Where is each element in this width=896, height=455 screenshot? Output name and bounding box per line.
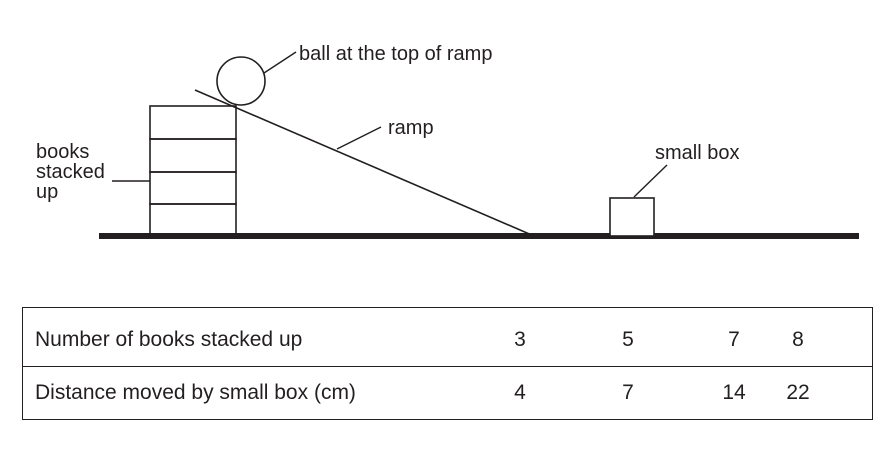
books-label-line3: up bbox=[36, 181, 58, 203]
table-cell: 8 bbox=[769, 307, 873, 367]
ramp-label: ramp bbox=[388, 117, 434, 139]
table-cell: 4 bbox=[514, 381, 526, 404]
table-cell: 3 bbox=[483, 307, 557, 367]
book-stack bbox=[149, 105, 237, 237]
row-label: Number of books stacked up bbox=[22, 307, 483, 367]
ramp-line bbox=[194, 89, 535, 237]
ball-label: ball at the top of ramp bbox=[299, 43, 492, 65]
results-table: Number of books stacked up 3 5 7 8 Dista… bbox=[22, 307, 873, 420]
ramp-leader-line bbox=[336, 126, 382, 150]
book bbox=[149, 171, 237, 205]
box-leader-line bbox=[633, 164, 668, 198]
table-cell: 14 bbox=[722, 381, 746, 404]
books-label-line2: stacked bbox=[36, 161, 105, 183]
book bbox=[149, 105, 237, 140]
ball bbox=[216, 56, 266, 106]
ramp-experiment-diagram: ball at the top of ramp ramp books stack… bbox=[36, 43, 859, 239]
table-cell: 22 bbox=[786, 381, 810, 404]
table-cell: 7 bbox=[699, 307, 769, 367]
book bbox=[149, 138, 237, 173]
table-row: Number of books stacked up 3 5 7 8 bbox=[22, 307, 873, 367]
small-box-label: small box bbox=[655, 142, 739, 164]
table-row: Distance moved by small box (cm) 4 7 14 … bbox=[23, 367, 873, 420]
books-label-line1: books bbox=[36, 141, 89, 163]
table-cell: 7 bbox=[622, 381, 634, 404]
ball-leader-line bbox=[263, 51, 297, 74]
table-cell: 5 bbox=[557, 307, 699, 367]
small-box bbox=[609, 197, 655, 237]
book bbox=[149, 203, 237, 237]
row-label: Distance moved by small box (cm) bbox=[35, 381, 356, 404]
